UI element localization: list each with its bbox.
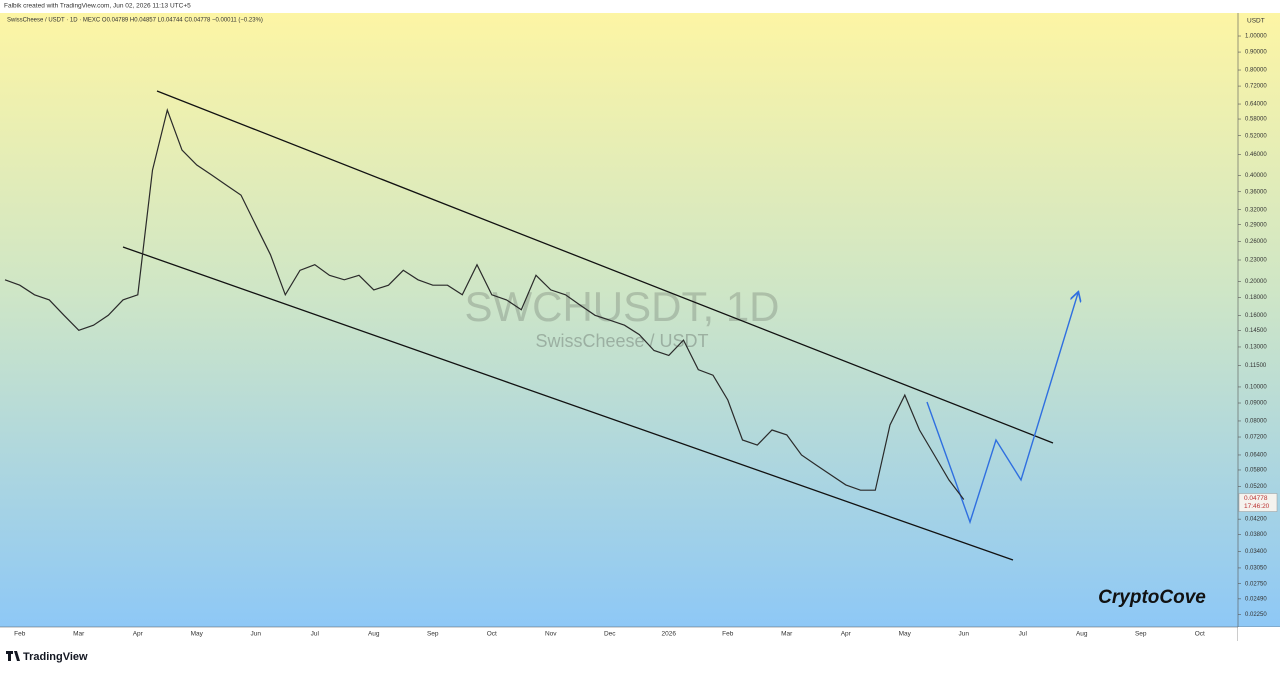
logo-icon [6, 651, 20, 661]
x-tick-label: Sep [1135, 631, 1147, 638]
y-tick-label: 0.58000 [1245, 117, 1267, 123]
y-tick-label: 1.00000 [1245, 34, 1267, 40]
author-line: Falbik created with TradingView.com, Jun… [4, 3, 191, 10]
y-tick-label: 0.32000 [1245, 207, 1267, 213]
logo-text: TradingView [23, 651, 88, 663]
x-tick-label: Feb [14, 631, 26, 638]
brand: CryptoCove [1098, 587, 1206, 608]
legend-line: SwissCheese / USDT · 1D · MEXC O0.04789 … [7, 18, 263, 24]
y-tick-label: 0.36000 [1245, 189, 1267, 195]
y-tick-label: 0.05200 [1245, 484, 1267, 490]
x-tick-label: Aug [368, 631, 380, 638]
header-bar [0, 0, 1280, 13]
x-tick-label: May [191, 631, 204, 638]
y-tick-label: 0.29000 [1245, 222, 1267, 228]
y-tick-label: 0.26000 [1245, 239, 1267, 245]
y-tick-label: 0.11500 [1245, 363, 1267, 369]
x-tick-label: 2026 [662, 631, 677, 638]
x-tick-label: Apr [841, 631, 852, 638]
chart-area [0, 13, 1280, 627]
y-tick-label: 0.80000 [1245, 68, 1267, 74]
x-tick-label: Oct [487, 631, 497, 638]
y-tick-label: 0.03400 [1245, 549, 1267, 555]
watermark-subtitle: SwissCheese / USDT [535, 331, 708, 351]
x-tick-label: Jun [959, 631, 970, 638]
last-price-box [1238, 493, 1278, 512]
y-tick-label: 0.72000 [1245, 84, 1267, 90]
y-tick-label: 0.10000 [1245, 385, 1267, 391]
y-tick-label: 0.14500 [1245, 328, 1267, 334]
y-tick-label: 0.04200 [1245, 517, 1267, 523]
y-tick-label: 0.05800 [1245, 468, 1267, 474]
y-tick-label: 0.90000 [1245, 50, 1267, 56]
x-tick-label: May [899, 631, 912, 638]
y-tick-label: 0.03050 [1245, 566, 1267, 572]
y-tick-label: 0.40000 [1245, 173, 1267, 179]
y-tick-label: 0.02750 [1245, 581, 1267, 587]
y-tick-label: 0.09000 [1245, 401, 1267, 407]
x-tick-label: Jun [251, 631, 262, 638]
projection-path [926, 293, 1078, 525]
y-tick-label: 0.16000 [1245, 313, 1267, 319]
y-tick-label: 0.02250 [1245, 612, 1267, 618]
x-tick-label: Mar [73, 631, 85, 638]
y-tick-label: 0.20000 [1245, 279, 1267, 285]
y-tick-label: 0.02490 [1245, 596, 1267, 602]
footer-bar [0, 641, 1280, 671]
corner [1238, 627, 1280, 641]
y-tick-label: 0.64000 [1245, 102, 1267, 108]
price-line [4, 108, 965, 500]
x-tick-label: Apr [133, 631, 144, 638]
x-tick-label: Jul [311, 631, 320, 638]
y-tick-label: 0.46000 [1245, 152, 1267, 158]
countdown: 17:46:20 [1244, 503, 1270, 510]
upper-trendline [156, 90, 1054, 444]
x-tick-label: Dec [604, 631, 616, 638]
y-tick-label: 0.08000 [1245, 419, 1267, 425]
x-tick-label: Oct [1195, 631, 1205, 638]
currency-label: USDT [1247, 18, 1265, 25]
x-tick-label: Mar [781, 631, 793, 638]
y-tick-label: 0.03800 [1245, 532, 1267, 538]
last-price-label: 0.04778 [1244, 495, 1268, 502]
x-tick-label: Sep [427, 631, 439, 638]
y-tick-label: 0.06400 [1245, 453, 1267, 459]
x-tick-label: Nov [545, 631, 557, 638]
y-tick-label: 0.52000 [1245, 133, 1267, 139]
y-tick-label: 0.23000 [1245, 258, 1267, 264]
lower-trendline [122, 246, 1014, 561]
x-tick-label: Jul [1019, 631, 1028, 638]
x-tick-label: Aug [1076, 631, 1088, 638]
y-tick-label: 0.07200 [1245, 435, 1267, 441]
y-tick-label: 0.18000 [1245, 295, 1267, 301]
watermark-title: SWCHUSDT, 1D [464, 283, 779, 330]
x-tick-label: Feb [722, 631, 734, 638]
y-tick-label: 0.13000 [1245, 345, 1267, 351]
